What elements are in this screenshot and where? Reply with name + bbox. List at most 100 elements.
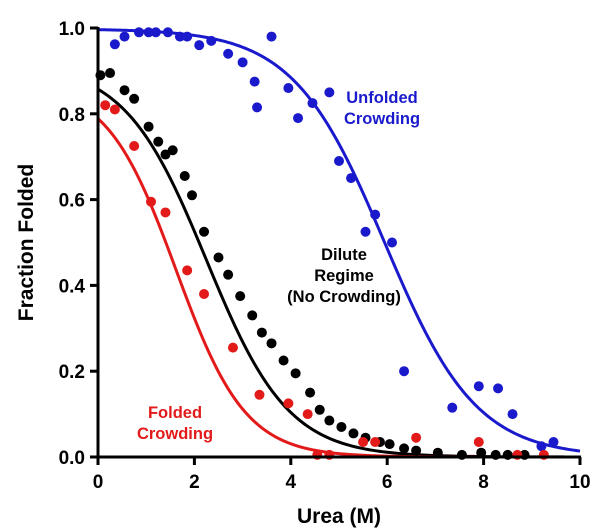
data-point [387,237,398,248]
annotation-dilute: Dilute Regime (No Crowding) [287,246,401,306]
annotation-folded: Folded Crowding [137,404,213,443]
x-tick-label: 8 [478,472,489,493]
data-point [473,436,484,447]
annotation-line: Regime [314,267,374,285]
data-point [360,226,371,237]
y-axis-ticks: 0.0 0.2 0.4 0.6 0.8 1.0 [59,19,98,469]
data-point [194,40,205,51]
data-point [247,310,258,321]
annotations: Unfolded Crowding Dilute Regime (No Crowding… [137,89,420,443]
data-point [411,445,422,456]
data-point [162,27,173,38]
data-point [199,226,210,237]
data-point [119,31,130,42]
data-point [223,269,234,280]
annotation-line: Crowding [344,110,420,128]
data-point [109,39,120,50]
data-point [160,149,171,160]
data-point [358,436,369,447]
annotation-unfolded: Unfolded Crowding [344,89,420,128]
x-tick-label: 6 [382,472,393,493]
data-point [507,409,518,420]
data-point [150,27,161,38]
data-point [346,173,357,184]
data-point [167,145,178,156]
data-point [119,85,130,96]
y-tick-label: 0.8 [59,105,85,126]
data-point [399,366,410,377]
fit-curves [96,28,581,459]
data-point [447,402,458,413]
data-point [105,68,116,79]
data-point [370,436,381,447]
x-tick-label: 2 [189,472,200,493]
data-point [473,381,484,392]
data-point [293,113,304,124]
data-point [370,209,381,220]
data-point [146,196,157,207]
data-point [227,342,238,353]
annotation-line: Dilute [321,246,367,264]
data-point [129,93,140,104]
x-axis-title: Urea (M) [297,505,381,528]
data-point [256,327,267,338]
data-point [186,190,197,201]
data-point [199,288,210,299]
data-point [254,389,265,400]
data-point [493,383,504,394]
data-point [536,441,547,452]
data-point [153,136,164,147]
data-point [348,428,359,439]
data-point [476,447,487,458]
data-point [283,83,294,94]
data-point [283,398,294,409]
data-point [324,87,335,98]
axes [96,27,581,459]
annotation-line: Folded [148,404,202,422]
fit-curve [97,28,581,453]
x-tick-label: 10 [569,472,590,493]
data-point [223,48,234,59]
x-tick-label: 4 [286,472,297,493]
data-point [235,291,246,302]
data-point [307,98,318,109]
y-tick-label: 0.6 [59,191,85,212]
data-point [213,252,224,263]
data-point [336,421,347,432]
data-point [143,27,154,38]
data-point [160,207,171,218]
data-point [249,76,260,87]
data-point [143,121,154,132]
y-tick-label: 0.0 [59,448,85,469]
data-point [384,439,395,450]
data-point [278,355,289,366]
data-point [179,171,190,182]
data-point [411,432,422,443]
data-point [129,140,140,151]
x-axis-ticks: 0 2 4 6 8 10 [93,457,591,493]
data-point [399,443,410,454]
data-point [266,338,277,349]
data-point [432,447,443,458]
y-axis-title: Fraction Folded [15,164,38,322]
data-points [95,27,559,460]
x-tick-label: 0 [93,472,104,493]
y-tick-label: 0.2 [59,362,85,383]
data-point [206,35,217,46]
y-tick-label: 0.4 [59,276,86,297]
data-point [182,265,193,276]
data-point [266,31,277,42]
data-point [182,31,193,42]
data-point [100,100,111,111]
annotation-line: Unfolded [346,89,418,107]
data-point [334,155,344,166]
data-point [237,57,248,68]
data-point [302,409,313,420]
data-point [290,368,301,379]
data-point [174,31,185,42]
annotation-line: Crowding [137,425,213,443]
data-point [548,436,559,447]
data-point [109,104,120,115]
data-point [252,102,263,113]
